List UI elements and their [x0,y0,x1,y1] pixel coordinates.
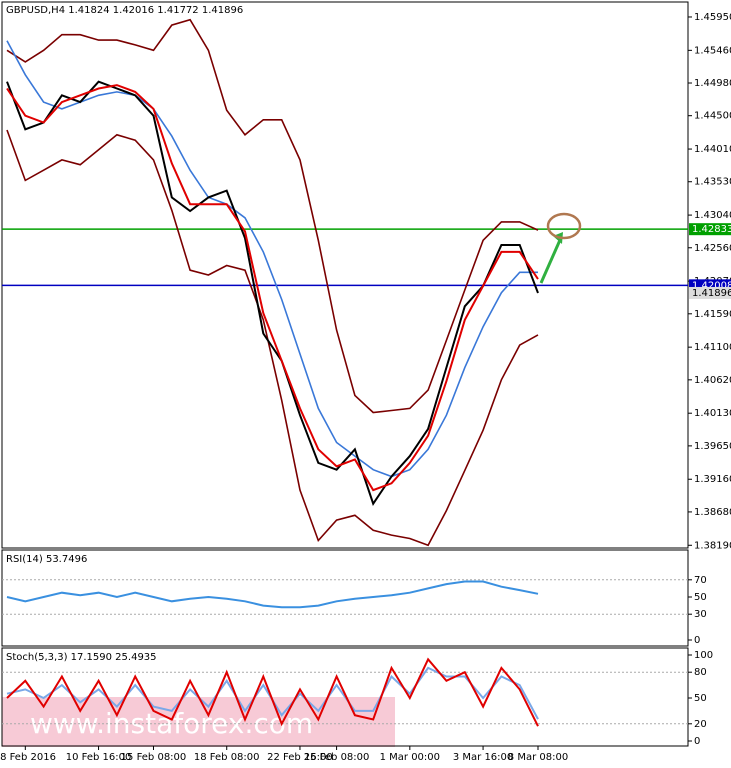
y-tick-label: 1.43530 [694,177,731,188]
y-tick-label: 100 [694,650,713,661]
y-tick-label: 1.38680 [694,507,731,518]
y-tick-label: 1.40620 [694,375,731,386]
last-price-box [689,286,731,299]
x-tick-label: 18 Feb 08:00 [194,752,260,763]
watermark-box [2,697,395,747]
y-tick-label: 1.44010 [694,144,731,155]
y-tick-label: 1.41100 [694,342,731,353]
level-label-box [689,223,731,236]
x-tick-label: 1 Mar 00:00 [380,752,440,763]
series-line [6,657,539,727]
y-tick-label: 0 [694,736,700,747]
x-tick-label: 8 Feb 2016 [0,752,56,763]
y-tick-label: 30 [694,609,707,620]
x-tick-label: 15 Feb 08:00 [121,752,187,763]
arrow [539,239,562,284]
stoch-title: Stoch(5,3,3) 17.1590 25.4935 [6,652,157,663]
y-tick-label: 1.40130 [694,408,731,419]
chart-title: GBPUSD,H4 1.41824 1.42016 1.41772 1.4189… [6,5,243,16]
rsi-title: RSI(14) 53.7496 [6,554,87,565]
level-label: 1.42008 [692,280,731,291]
y-tick-label: 50 [694,693,707,704]
panel-frame [1,1,689,549]
panel-frame [1,549,689,647]
y-tick-label: 80 [694,667,707,678]
series-line [6,84,539,492]
x-tick-label: 22 Feb 16:00 [267,752,333,763]
series-line [6,18,539,414]
last-price-label: 1.41896 [692,288,731,299]
y-tick-label: 1.43040 [694,210,731,221]
y-tick-label: 70 [694,575,707,586]
y-tick-label: 1.44500 [694,111,731,122]
series-line [6,129,539,547]
x-tick-label: 10 Feb 16:00 [66,752,132,763]
target-circle [546,212,582,240]
y-tick-label: 1.41590 [694,309,731,320]
level-label: 1.42833 [692,224,731,235]
y-tick-label: 1.39160 [694,474,731,485]
x-tick-label: 3 Mar 16:00 [453,752,513,763]
x-tick-label: 8 Mar 08:00 [508,752,568,763]
y-tick-label: 1.42560 [694,243,731,254]
y-tick-label: 1.45460 [694,45,731,56]
y-tick-label: 1.39650 [694,441,731,452]
y-tick-label: 1.44980 [694,78,731,89]
y-tick-label: 0 [694,635,700,646]
series-line [6,40,538,478]
series-line [6,580,539,609]
y-tick-label: 1.45950 [694,12,731,23]
y-tick-label: 1.38190 [694,540,731,551]
y-tick-label: 20 [694,719,707,730]
panel-frame [1,647,689,747]
y-tick-label: 50 [694,592,707,603]
series-line [6,80,539,506]
x-tick-label: 25 Feb 08:00 [304,752,370,763]
